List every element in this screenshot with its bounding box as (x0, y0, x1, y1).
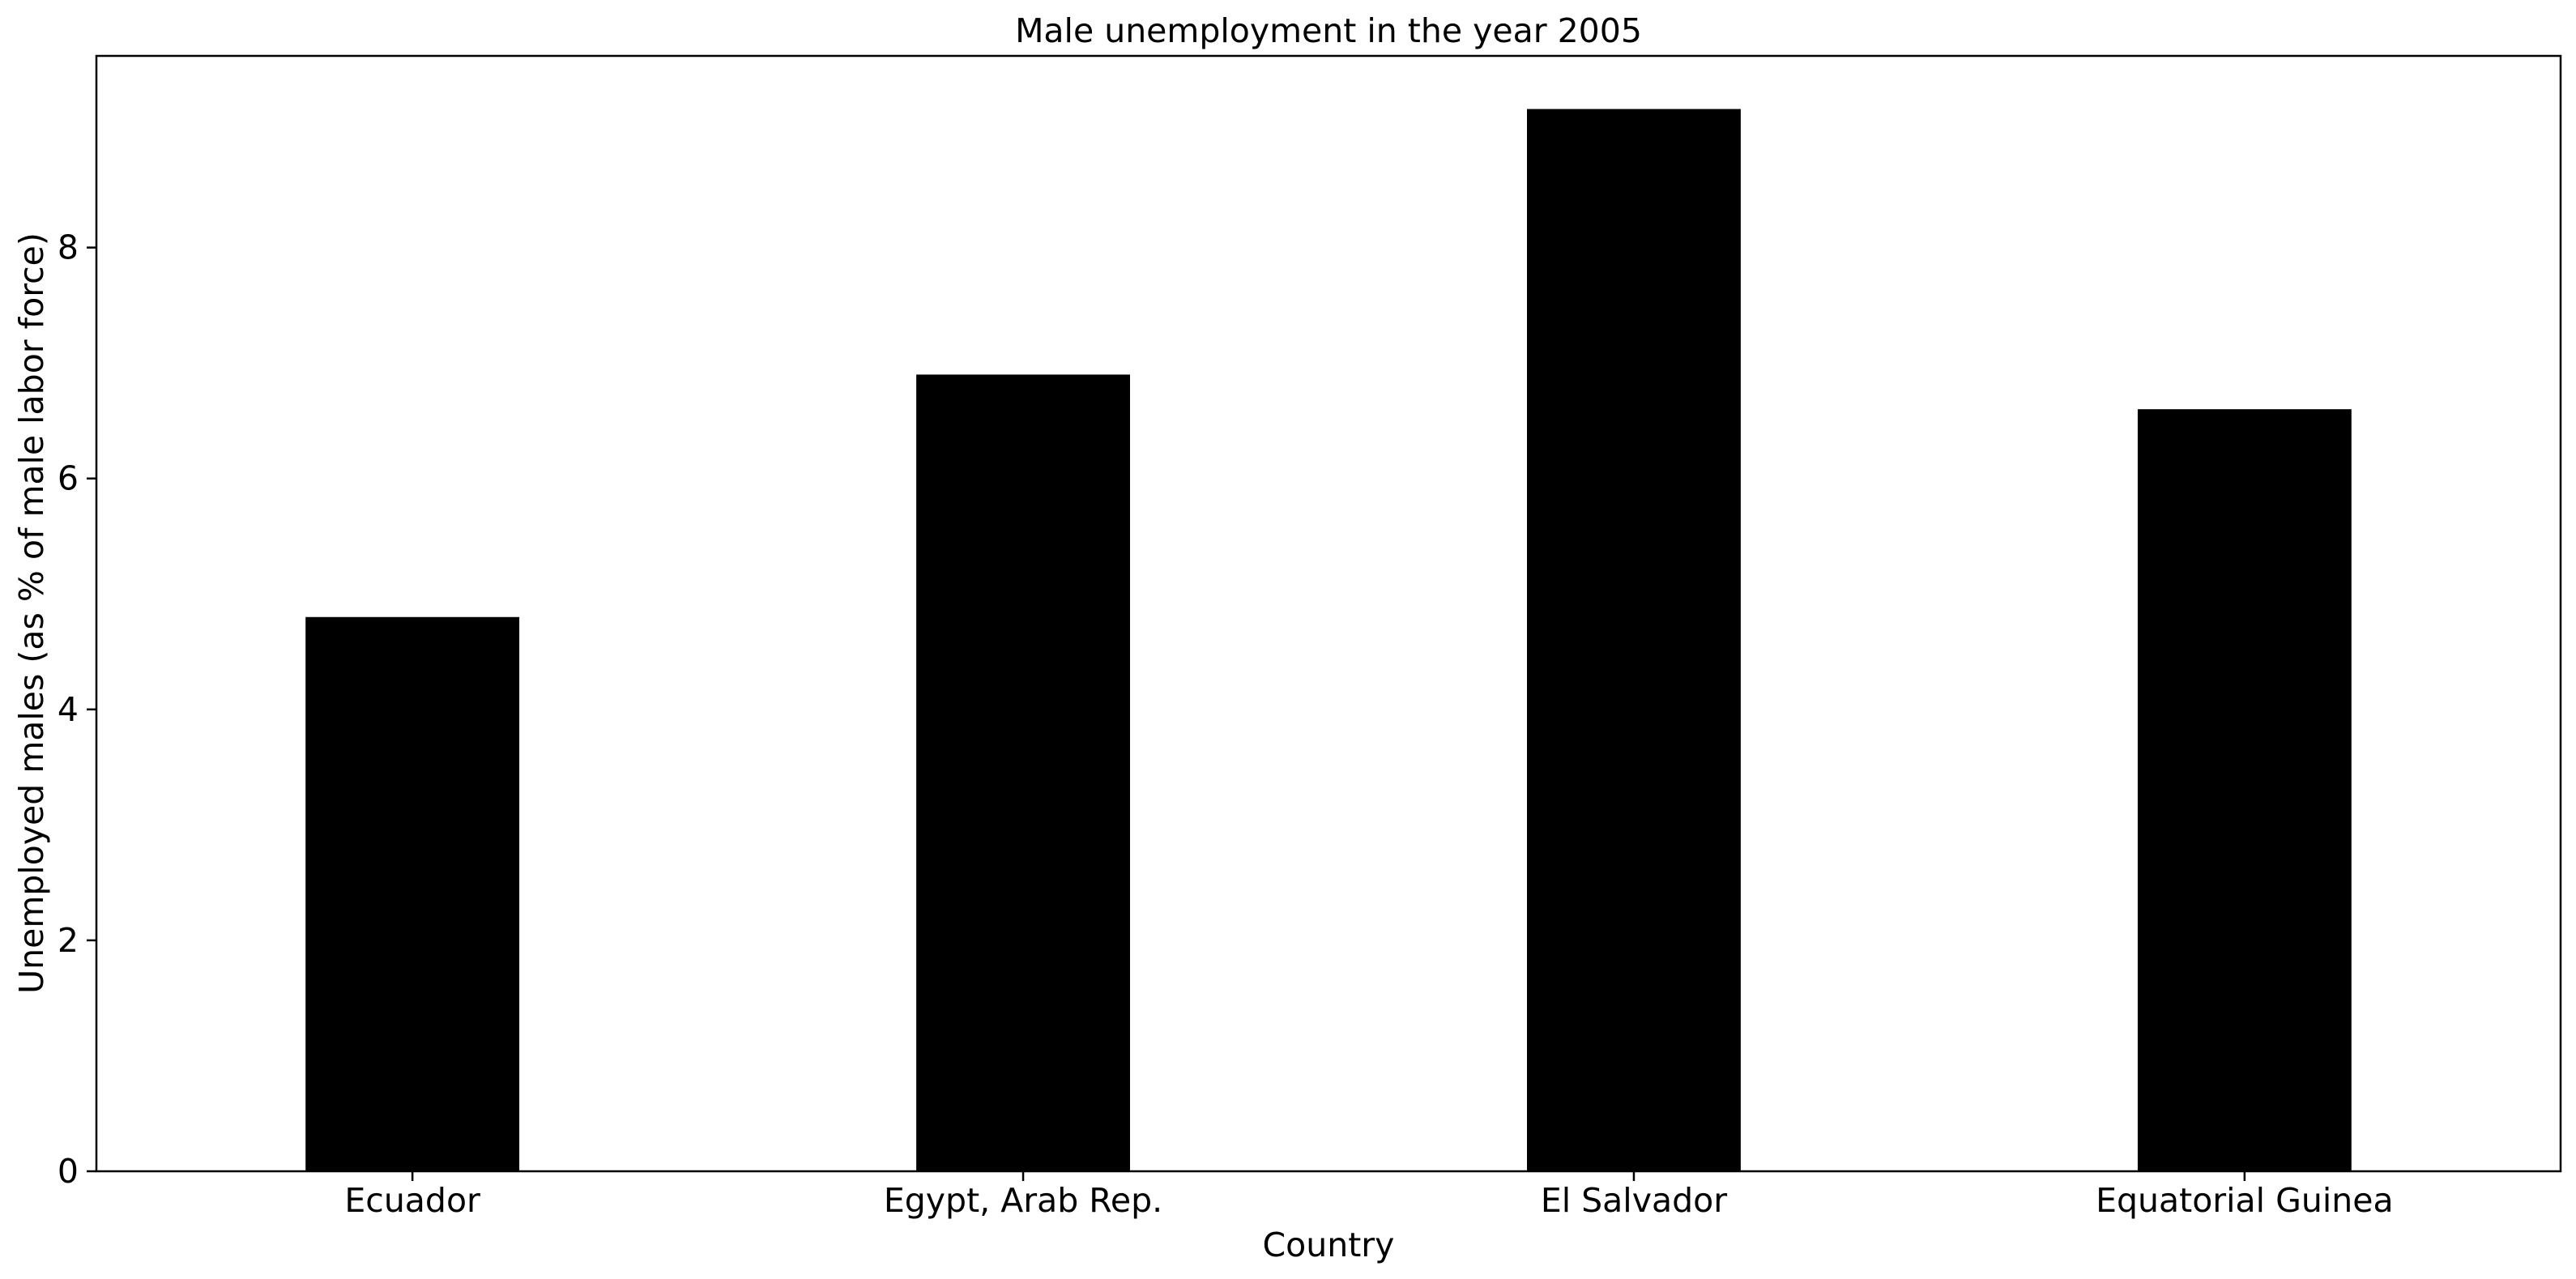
chart-title: Male unemployment in the year 2005 (1015, 11, 1642, 50)
x-tick-label: Equatorial Guinea (2096, 1181, 2393, 1220)
bar (2137, 409, 2352, 1172)
x-axis-ticks: Ecuador Egypt, Arab Rep. El Salvador Equato… (344, 1171, 2394, 1220)
y-tick-label: 2 (58, 921, 79, 960)
y-axis-label: Unemployed males (as % of male labor for… (12, 232, 51, 994)
y-tick-label: 6 (58, 459, 79, 498)
x-tick-label: El Salvador (1541, 1181, 1727, 1220)
bar (305, 616, 520, 1171)
x-axis-label: Country (1263, 1226, 1395, 1264)
bar (1527, 109, 1741, 1172)
y-axis-ticks: 0 2 4 6 8 (58, 228, 96, 1191)
bar (916, 374, 1130, 1171)
bars-group (305, 109, 2352, 1172)
x-tick-label: Egypt, Arab Rep. (884, 1181, 1162, 1220)
y-tick-label: 8 (58, 228, 79, 267)
y-tick-label: 4 (58, 690, 79, 729)
y-tick-label: 0 (58, 1152, 79, 1191)
x-tick-label: Ecuador (344, 1181, 480, 1220)
plot-frame (95, 54, 2562, 1173)
